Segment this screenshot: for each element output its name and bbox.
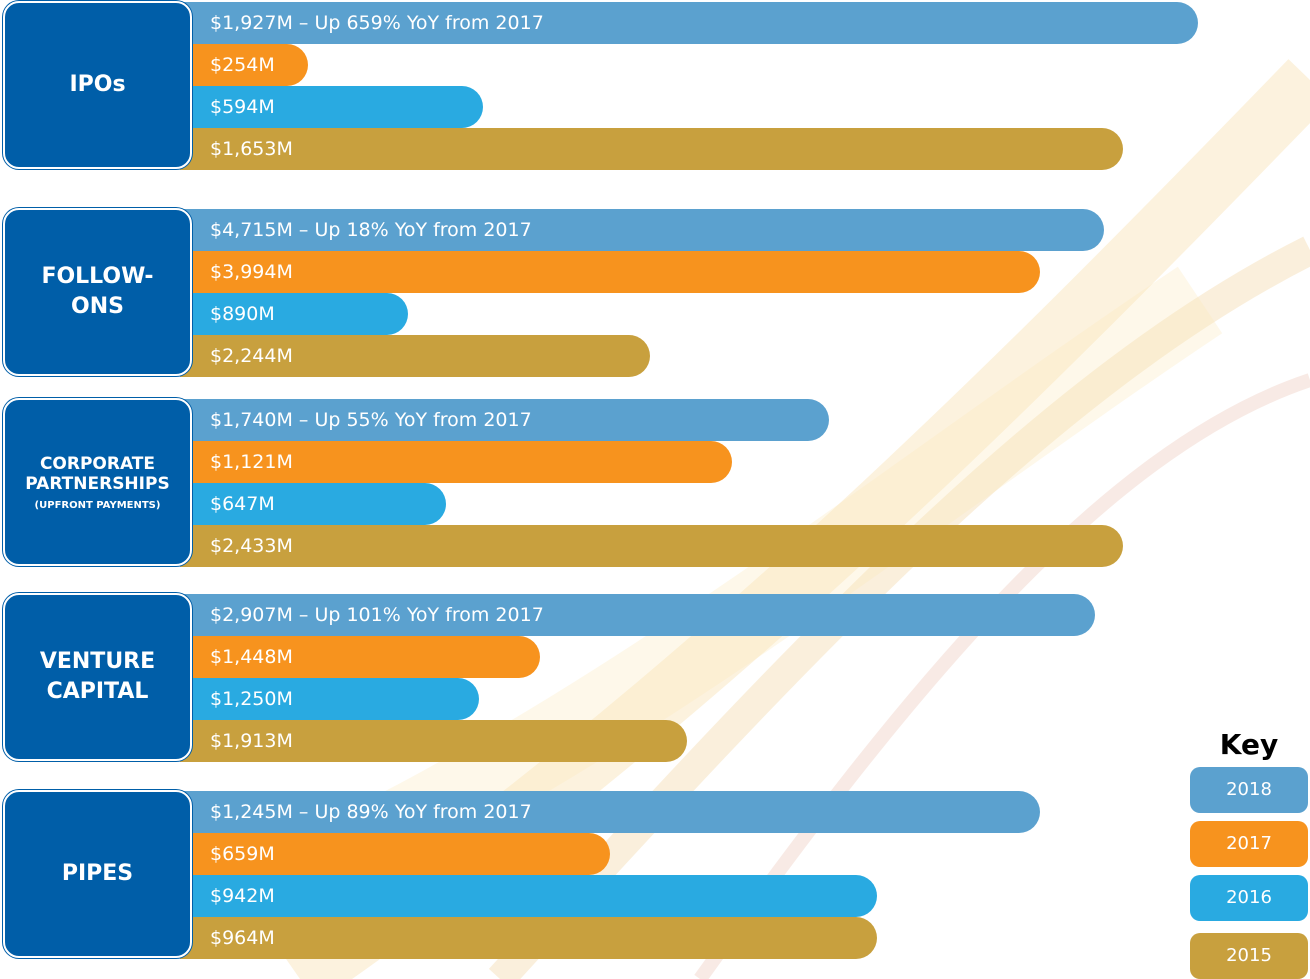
key-entry: 2017 [1190,821,1308,867]
category-label: CORPORATE [39,453,156,474]
bar: $1,927M – Up 659% YoY from 2017 [180,2,1198,44]
category-label: PIPES [61,861,134,886]
category-label: FOLLOW- [41,264,154,289]
bar: $1,250M [180,678,479,720]
category-box: VENTURE CAPITAL [3,593,192,761]
bar: $1,448M [180,636,540,678]
bar: $594M [180,86,483,128]
key-entry: 2015 [1190,933,1308,979]
bar: $2,907M – Up 101% YoY from 2017 [180,594,1095,636]
bar: $1,121M [180,441,732,483]
category-label: PARTNERSHIPS [25,473,170,494]
bar: $659M [180,833,610,875]
category-label: VENTURE [39,649,156,674]
key-entry: 2018 [1190,767,1308,813]
key-entry: 2016 [1190,875,1308,921]
category-box: FOLLOW- ONS [3,208,192,376]
bar: $1,913M [180,720,687,762]
bar: $254M [180,44,308,86]
category-note: (UPFRONT PAYMENTS) [34,499,161,511]
bar: $3,994M [180,251,1040,293]
bar: $2,433M [180,525,1123,567]
bar: $2,244M [180,335,650,377]
bar: $964M [180,917,877,959]
category-box: IPOs [3,1,192,169]
category-box: PIPES [3,790,192,958]
bar: $890M [180,293,408,335]
bar: $1,740M – Up 55% YoY from 2017 [180,399,829,441]
category-label: CAPITAL [46,679,149,704]
bar: $942M [180,875,877,917]
category-label: IPOs [69,72,126,97]
bar: $647M [180,483,446,525]
bar: $4,715M – Up 18% YoY from 2017 [180,209,1104,251]
key-title: Key [1219,728,1279,761]
category-label: ONS [71,294,124,319]
category-box: CORPORATE PARTNERSHIPS (UPFRONT PAYMENTS) [3,398,192,566]
bar: $1,245M – Up 89% YoY from 2017 [180,791,1040,833]
bar: $1,653M [180,128,1123,170]
